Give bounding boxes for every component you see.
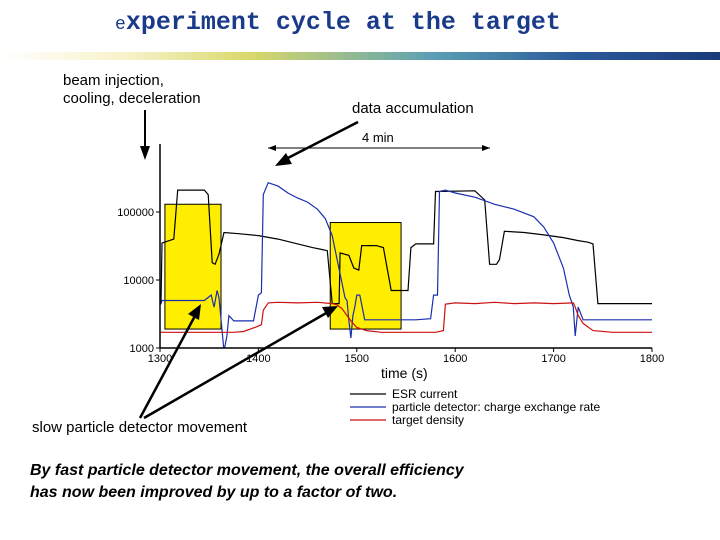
slow-arrow-2-line [143,310,329,420]
x-tick-label: 1300 [148,353,172,365]
conclusion-text: By fast particle detector movement, the … [30,460,590,504]
slow-arrow-1-head [188,304,201,320]
injection-annotation: beam injection, cooling, deceleration [63,72,201,108]
accumulation-arrow-head [275,153,292,166]
conclusion-line-1: By fast particle detector movement, the … [30,462,464,479]
x-tick-label: 1800 [640,353,664,365]
highlight-regions [164,203,402,330]
period-label: 4 min [362,130,394,145]
x-axis-label: time (s) [381,365,428,381]
period-marker: 4 min [268,130,490,151]
y-tick-label: 1000 [130,343,154,355]
y-tick-labels: 1000 10000 100000 [117,207,160,355]
annotation-arrows [138,110,359,420]
x-tick-label: 1700 [541,353,565,365]
period-arrow-left [268,145,276,151]
period-arrow-right [482,145,490,151]
highlight-region [164,203,222,330]
series-line [160,189,652,305]
x-tick-labels: 1300 1400 1500 1600 1700 1800 [148,348,664,365]
slow-arrow-1-line [138,313,198,419]
injection-line-1: beam injection, [63,72,164,89]
x-tick-label: 1600 [443,353,467,365]
slow-arrow-2-head [322,306,338,318]
x-tick-label: 1400 [246,353,270,365]
axes [159,144,652,349]
accumulation-arrow-line [283,120,359,162]
slide-title: experiment cycle at the target [115,8,561,37]
y-tick-label: 100000 [117,207,154,219]
slow-movement-annotation: slow particle detector movement [32,419,248,436]
y-tick-label: 10000 [123,275,154,287]
x-tick-label: 1500 [345,353,369,365]
legend-label: ESR current [392,387,458,401]
conclusion-line-2: has now been improved by up to a factor … [30,484,398,501]
legend-label: target density [392,413,464,427]
title-rest: xperiment cycle at the target [125,8,561,37]
highlight-region [329,222,402,330]
title-initial: e [115,15,126,35]
injection-arrow-head [140,146,150,160]
series-lines [160,181,652,348]
injection-line-2: cooling, deceleration [63,90,201,107]
series-line [160,301,652,333]
legend-label: particle detector: charge exchange rate [392,400,600,414]
title-gradient-bar [0,52,720,60]
series-line [160,181,652,348]
accumulation-annotation: data accumulation [352,100,474,117]
